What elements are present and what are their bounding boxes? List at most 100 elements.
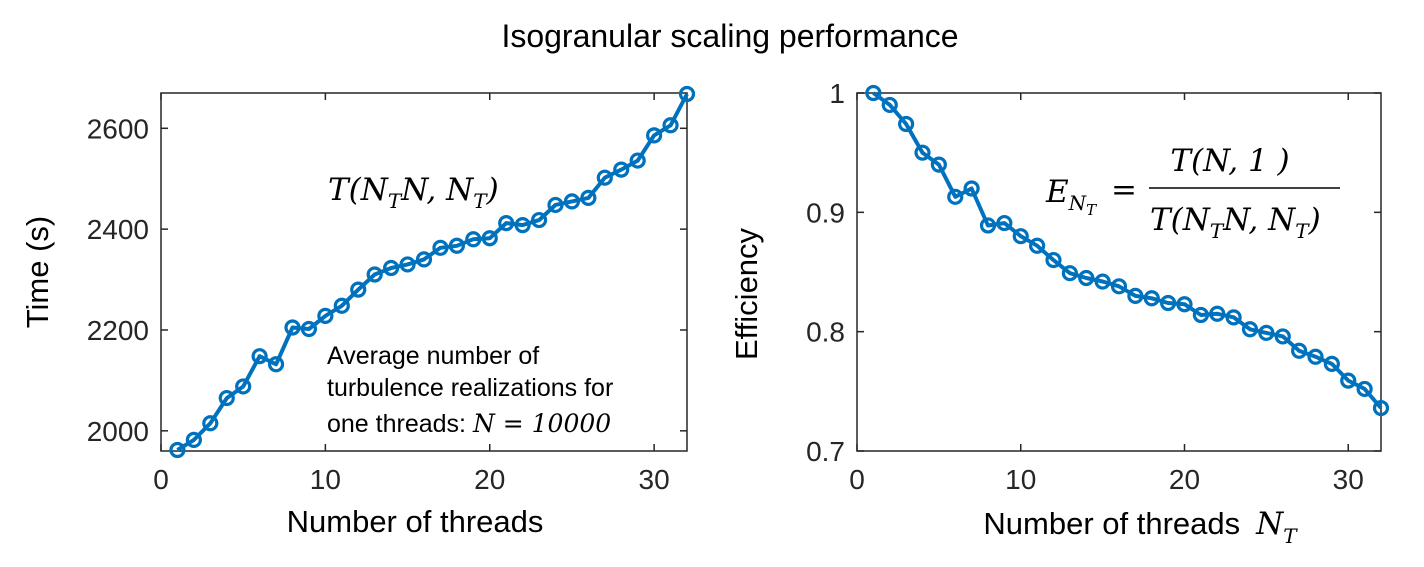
figure-title: Isogranular scaling performance [501, 18, 958, 54]
efficiency-data-point [1045, 251, 1062, 269]
time-data-point [333, 297, 350, 314]
efficiency-data-point [1356, 380, 1373, 398]
time-data-point [185, 431, 202, 449]
time-data-point [613, 161, 630, 178]
efficiency-series-line [872, 91, 1383, 410]
plot-area-efficiency [856, 92, 1382, 452]
chart-efficiency: 0 10 20 30 0.7 0.8 0.9 1 Efficiency Number of t… [729, 78, 1390, 548]
time-data-point [465, 231, 482, 248]
efficiency-data-point [1110, 278, 1128, 295]
time-data-point [251, 348, 268, 365]
x-axis-label-efficiency-math: N [1255, 506, 1285, 542]
time-data-point [662, 117, 679, 134]
time-data-point [448, 237, 465, 254]
annotation-time-note-line1: Average number of [327, 342, 539, 370]
efficiency-data-point [979, 217, 997, 234]
x-axis-label-efficiency-sub: T [1283, 524, 1298, 548]
efficiency-y-tick-label: 1 [829, 78, 845, 109]
time-x-tick-label: 30 [639, 464, 670, 495]
efficiency-data-point [1241, 321, 1259, 338]
x-axis-label-efficiency: Number of threads NT [983, 506, 1298, 548]
efficiency-data-point [1225, 309, 1242, 326]
efficiency-data-point [1291, 342, 1308, 359]
time-data-point [563, 193, 581, 210]
efficiency-data-point [865, 84, 882, 102]
formula-equals: = [1111, 172, 1137, 208]
efficiency-data-point [1061, 265, 1078, 282]
efficiency-data-point [1372, 399, 1390, 417]
annotation-time-formula: T(NTN, NT) [328, 172, 499, 213]
time-data-point [267, 356, 285, 373]
time-data-point [383, 259, 400, 277]
time-x-tick-label: 20 [474, 464, 505, 495]
y-axis-label-efficiency: Efficiency [729, 227, 764, 360]
efficiency-x-tick-label: 10 [1005, 464, 1036, 495]
axis-ticks-time: 0 10 20 30 2000 2200 2400 2600 [87, 93, 687, 495]
time-data-point [202, 415, 219, 432]
formula-numerator: T(N, 1 ) [1170, 143, 1289, 179]
x-axis-label-time: Number of threads [287, 504, 544, 539]
efficiency-data-point [1307, 348, 1324, 365]
annotation-time-note-line3: one threads: N = 10000 [327, 409, 611, 438]
efficiency-data-point [1078, 269, 1095, 287]
efficiency-data-point [898, 115, 915, 133]
efficiency-data-point [1176, 296, 1193, 313]
time-x-tick-label: 10 [310, 464, 341, 495]
time-data-point [235, 378, 252, 395]
efficiency-data-point [963, 180, 980, 197]
efficiency-data-point [1340, 372, 1357, 389]
time-x-tick-label: 0 [153, 464, 169, 495]
efficiency-data-point [1274, 328, 1291, 345]
annotation-time-note-line2: turbulence realizations for [327, 374, 613, 402]
formula-denominator: T(NTN, NT) [1150, 202, 1321, 243]
time-data-point [218, 389, 235, 407]
efficiency-data-point [996, 214, 1013, 232]
annotation-time-note-math: N = 10000 [472, 409, 611, 438]
y-axis-label-time: Time (s) [20, 216, 55, 329]
efficiency-data-point [1192, 306, 1209, 324]
time-data-point [481, 230, 498, 247]
time-data-point [415, 251, 433, 268]
time-data-point [350, 281, 367, 298]
annotation-efficiency-formula: ENT = T(N, 1 ) T(NTN, NT) [1045, 143, 1340, 243]
efficiency-data-point [1258, 324, 1275, 341]
time-data-point [300, 320, 318, 338]
annotation-time-note-prefix: one threads: [327, 410, 473, 438]
efficiency-data-point [947, 188, 964, 205]
efficiency-data-point [1323, 355, 1340, 372]
chart-time: 0 10 20 30 2000 2200 2400 2600 Time (s) Number … [20, 85, 696, 539]
efficiency-y-tick-label: 0.7 [806, 436, 845, 467]
efficiency-data-point [881, 96, 898, 114]
efficiency-data-point [914, 144, 931, 161]
time-data-point [678, 85, 696, 103]
time-data-point [530, 211, 548, 229]
time-data-point [366, 266, 383, 283]
time-y-tick-label: 2200 [87, 315, 149, 346]
axis-ticks-efficiency: 0 10 20 30 0.7 0.8 0.9 1 [806, 78, 1381, 495]
time-data-point [629, 152, 646, 169]
time-data-point [399, 256, 416, 273]
series-time [169, 85, 696, 459]
x-axis-label-efficiency-text: Number of threads [983, 506, 1240, 541]
efficiency-data-point [1029, 237, 1046, 254]
time-y-tick-label: 2600 [87, 113, 149, 144]
efficiency-data-point [1012, 228, 1029, 245]
efficiency-data-point [1160, 294, 1177, 312]
efficiency-data-point [1209, 305, 1226, 322]
time-y-tick-label: 2000 [87, 416, 149, 447]
time-data-point [432, 239, 449, 256]
series-efficiency [865, 84, 1390, 417]
efficiency-x-tick-label: 30 [1333, 464, 1364, 495]
time-data-point [580, 189, 597, 206]
efficiency-x-tick-label: 0 [849, 464, 865, 495]
time-series-line [176, 93, 689, 452]
efficiency-data-point [1143, 290, 1160, 307]
efficiency-y-tick-label: 0.8 [806, 317, 845, 348]
efficiency-data-point [930, 156, 947, 173]
time-data-point [646, 127, 663, 144]
time-y-tick-label: 2400 [87, 214, 149, 245]
time-data-point [169, 441, 186, 459]
efficiency-data-point [1094, 273, 1111, 290]
time-data-point [596, 169, 613, 186]
